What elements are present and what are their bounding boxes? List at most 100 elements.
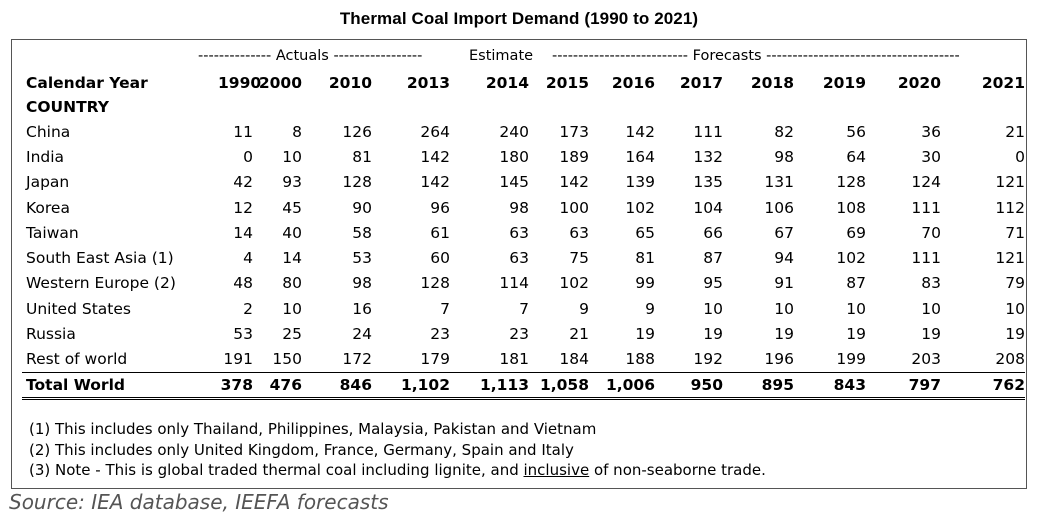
value-cell: 114 xyxy=(499,274,529,293)
value-cell: 10 xyxy=(282,147,302,166)
year-header: 1990 xyxy=(218,73,262,92)
value-cell: 65 xyxy=(635,223,655,242)
footnote-3-text-end: of non-seaborne trade. xyxy=(589,461,766,479)
value-cell: 99 xyxy=(635,274,655,293)
value-cell: 100 xyxy=(559,198,589,217)
total-value-cell: 1,006 xyxy=(589,371,655,400)
value-cell: 196 xyxy=(764,350,794,369)
value-cell: 179 xyxy=(420,350,450,369)
value-cell: 108 xyxy=(836,198,866,217)
total-row: Total World 378 476 846 1,102 1,113 1,058 1,006… xyxy=(22,371,1025,400)
value-cell: 25 xyxy=(282,325,302,344)
country-name: South East Asia (1) xyxy=(26,249,174,268)
table-row: China 11 8 126 264 240 173 142 111 82 56 36 21 xyxy=(22,119,1025,144)
value-cell: 66 xyxy=(703,223,723,242)
year-header-row: Calendar Year 1990 2000 2010 2013 2014 2… xyxy=(22,70,1025,95)
value-cell: 106 xyxy=(764,198,794,217)
value-cell: 9 xyxy=(579,299,589,318)
value-cell: 126 xyxy=(342,122,372,141)
year-header: 2017 xyxy=(679,73,723,92)
total-value-cell: 843 xyxy=(794,371,866,400)
value-cell: 145 xyxy=(499,173,529,192)
footnote-3-text-start: (3) Note - This is global traded thermal… xyxy=(29,461,524,479)
value-cell: 14 xyxy=(282,249,302,268)
value-cell: 124 xyxy=(911,173,941,192)
value-cell: 83 xyxy=(921,274,941,293)
country-name: Japan xyxy=(26,173,70,192)
value-cell: 16 xyxy=(352,299,372,318)
table-frame xyxy=(11,39,1027,489)
value-cell: 0 xyxy=(1015,147,1025,166)
value-cell: 42 xyxy=(233,173,253,192)
value-cell: 36 xyxy=(921,122,941,141)
year-header: 2018 xyxy=(750,73,794,92)
table-row: Rest of world 191 150 172 179 181 184 188 192 196… xyxy=(22,347,1025,373)
table-row: India 0 10 81 142 180 189 164 132 98 64 30 0 xyxy=(22,144,1025,169)
value-cell: 91 xyxy=(774,274,794,293)
value-cell: 2 xyxy=(243,299,253,318)
value-cell: 189 xyxy=(559,147,589,166)
total-value-cell: 378 xyxy=(218,371,253,400)
country-name: Rest of world xyxy=(26,350,128,369)
country-name: Taiwan xyxy=(26,223,79,242)
value-cell: 8 xyxy=(292,122,302,141)
value-cell: 7 xyxy=(519,299,529,318)
value-cell: 10 xyxy=(846,299,866,318)
footnote-2: (2) This includes only United Kingdom, F… xyxy=(29,440,574,459)
value-cell: 188 xyxy=(625,350,655,369)
value-cell: 104 xyxy=(693,198,723,217)
value-cell: 181 xyxy=(499,350,529,369)
total-value-cell: 797 xyxy=(866,371,941,400)
value-cell: 142 xyxy=(559,173,589,192)
value-cell: 102 xyxy=(559,274,589,293)
country-name: Western Europe (2) xyxy=(26,274,176,293)
value-cell: 30 xyxy=(921,147,941,166)
period-actuals: -------------- Actuals ----------------- xyxy=(198,48,423,64)
value-cell: 81 xyxy=(635,249,655,268)
value-cell: 173 xyxy=(559,122,589,141)
value-cell: 79 xyxy=(1005,274,1025,293)
value-cell: 19 xyxy=(774,325,794,344)
value-cell: 121 xyxy=(995,249,1025,268)
value-cell: 191 xyxy=(223,350,253,369)
calendar-year-label: Calendar Year xyxy=(26,73,148,92)
table-row: Korea 12 45 90 96 98 100 102 104 106 108 111 112 xyxy=(22,195,1025,220)
year-header: 2014 xyxy=(485,73,529,92)
value-cell: 10 xyxy=(921,299,941,318)
value-cell: 63 xyxy=(509,223,529,242)
value-cell: 9 xyxy=(645,299,655,318)
value-cell: 208 xyxy=(995,350,1025,369)
value-cell: 53 xyxy=(352,249,372,268)
period-header-row: -------------- Actuals -----------------… xyxy=(0,48,1038,68)
table-body: China 11 8 126 264 240 173 142 111 82 56 36 21 India 0… xyxy=(22,119,1025,400)
value-cell: 102 xyxy=(836,249,866,268)
year-header: 2015 xyxy=(545,73,589,92)
value-cell: 19 xyxy=(846,325,866,344)
value-cell: 150 xyxy=(272,350,302,369)
value-cell: 21 xyxy=(569,325,589,344)
total-value-cell: 476 xyxy=(253,371,302,400)
coal-import-table: Calendar Year 1990 2000 2010 2013 2014 2… xyxy=(22,70,1025,400)
value-cell: 184 xyxy=(559,350,589,369)
value-cell: 24 xyxy=(352,325,372,344)
value-cell: 180 xyxy=(499,147,529,166)
table-row: Japan 42 93 128 142 145 142 139 135 131 128 124 121 xyxy=(22,170,1025,195)
country-name: Korea xyxy=(26,198,70,217)
value-cell: 102 xyxy=(625,198,655,217)
value-cell: 0 xyxy=(243,147,253,166)
value-cell: 128 xyxy=(420,274,450,293)
value-cell: 93 xyxy=(282,173,302,192)
table-row: Russia 53 25 24 23 23 21 19 19 19 19 19 19 xyxy=(22,321,1025,346)
total-value-cell: 1,058 xyxy=(529,371,589,400)
value-cell: 80 xyxy=(282,274,302,293)
value-cell: 21 xyxy=(1005,122,1025,141)
value-cell: 192 xyxy=(693,350,723,369)
value-cell: 23 xyxy=(509,325,529,344)
value-cell: 58 xyxy=(352,223,372,242)
value-cell: 10 xyxy=(282,299,302,318)
value-cell: 94 xyxy=(774,249,794,268)
value-cell: 19 xyxy=(635,325,655,344)
country-column-label: COUNTRY xyxy=(26,98,109,116)
country-name: China xyxy=(26,122,71,141)
value-cell: 98 xyxy=(774,147,794,166)
